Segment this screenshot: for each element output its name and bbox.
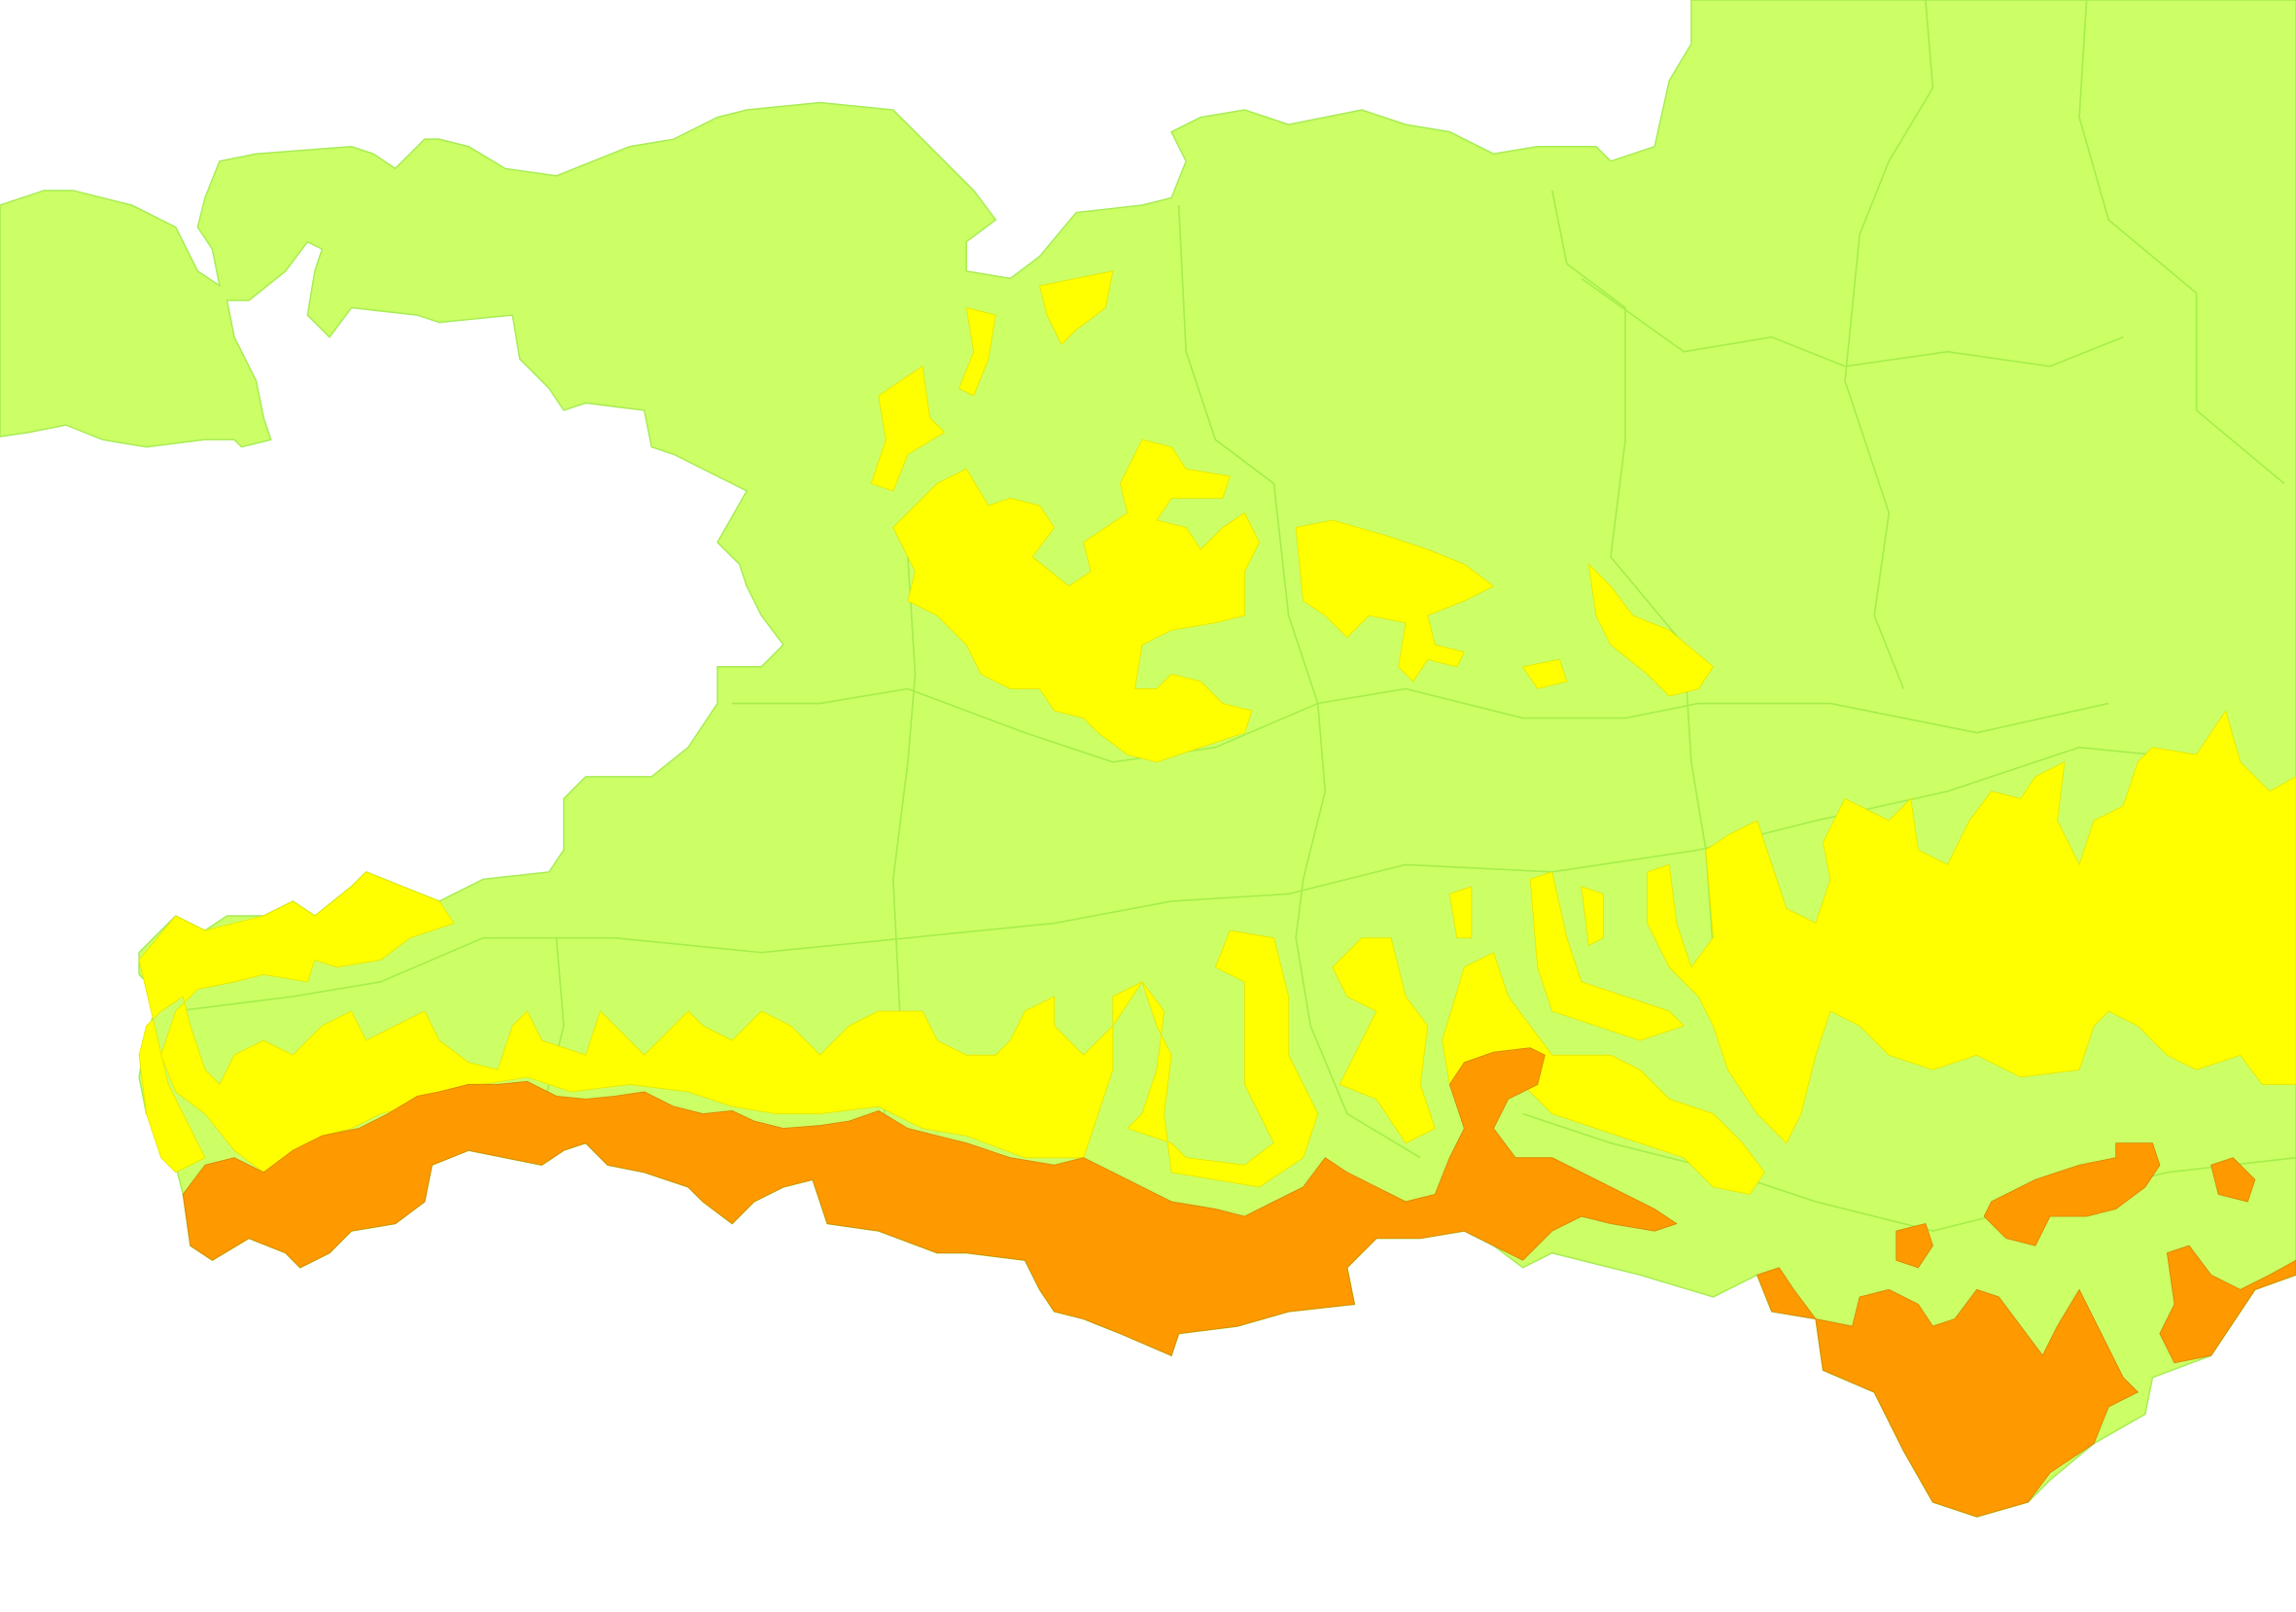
boundary-line: [1844, 0, 1934, 689]
boundary-line: [1177, 204, 1421, 1159]
orange-zone: [1896, 1223, 1933, 1269]
orange-zone: [1757, 1267, 2139, 1518]
yellow-zone: [870, 366, 946, 492]
yellow-zone: [1647, 709, 2296, 1144]
yellow-zones: [138, 270, 2296, 1195]
yellow-zone: [1295, 519, 1495, 683]
orange-zone: [1983, 1142, 2161, 1246]
orange-zone: [2210, 1157, 2256, 1203]
yellow-zone: [1332, 937, 1436, 1144]
boundary-line: [2078, 0, 2285, 485]
yellow-zone: [1529, 871, 1686, 1041]
boundary-line: [1550, 190, 1715, 953]
yellow-zone: [1521, 658, 1568, 689]
yellow-zone: [1448, 886, 1473, 939]
yellow-zone: [1038, 270, 1114, 345]
yellow-zone: [1587, 563, 1715, 697]
internal-boundaries: [175, 0, 2296, 1232]
orange-zone: [182, 1047, 1678, 1356]
yellow-zone: [1581, 886, 1604, 946]
boundary-line: [1581, 277, 2124, 368]
yellow-zone: [958, 306, 996, 397]
orange-zone: [2159, 1244, 2296, 1364]
yellow-zone: [138, 871, 1319, 1188]
yellow-zone: [892, 438, 1260, 763]
orange-zones: [182, 1047, 2296, 1518]
boundary-line: [732, 687, 2109, 763]
